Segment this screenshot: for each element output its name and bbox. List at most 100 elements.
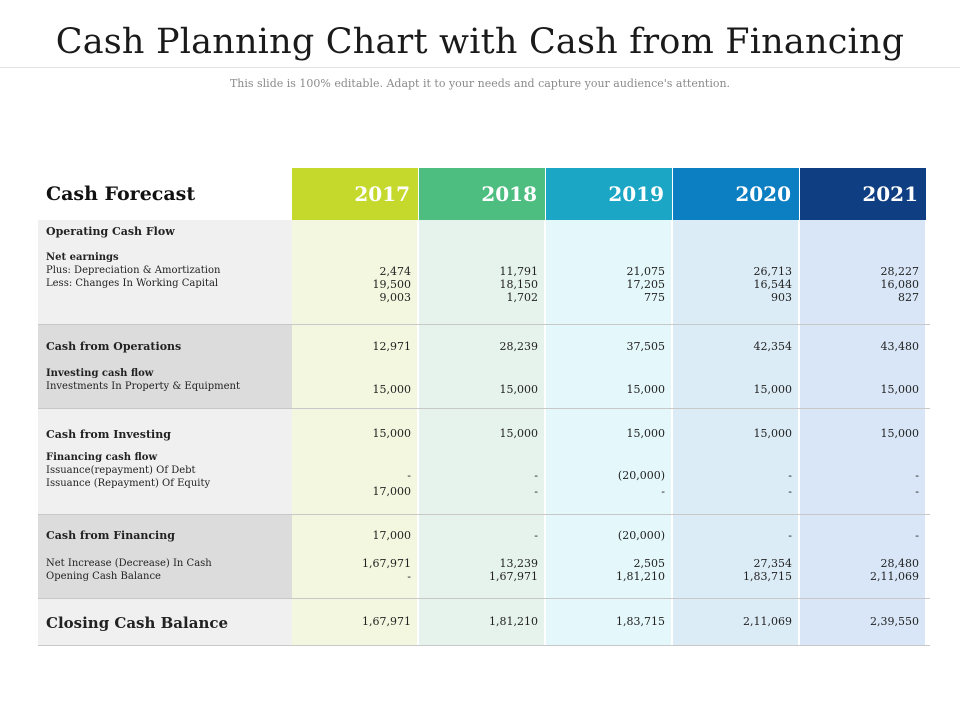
cell-investments: 15,000 bbox=[499, 383, 539, 396]
cell-cash-ops: 42,354 bbox=[753, 340, 793, 353]
cell-net-earnings: 26,713 bbox=[753, 265, 793, 278]
value-group-2021: 43,480 bbox=[800, 340, 926, 353]
label-financing-cash-flow: Financing cash flow bbox=[46, 452, 158, 463]
row-divider bbox=[38, 645, 930, 646]
value-group-2018: 1,81,210 bbox=[419, 615, 545, 628]
value-group-2017: 1,67,971- bbox=[292, 557, 418, 583]
slide-subtitle: This slide is 100% editable. Adapt it to… bbox=[229, 77, 731, 90]
column-tint-2018 bbox=[419, 220, 545, 646]
cell-net-increase: 13,239 bbox=[499, 557, 539, 570]
label-net-earnings: Net earnings bbox=[46, 252, 119, 263]
row-divider bbox=[38, 324, 930, 325]
cell-investments: 15,000 bbox=[372, 383, 412, 396]
label-bg-operations bbox=[38, 324, 292, 408]
cell-closing: 1,83,715 bbox=[616, 615, 665, 628]
cell-depreciation: 18,150 bbox=[499, 278, 539, 291]
cash-forecast-table: Cash Forecast 2017 2018 2019 2020 2021 O… bbox=[38, 168, 930, 646]
value-group-2019: 15,000 bbox=[546, 383, 672, 396]
cell-cash-financing: - bbox=[534, 529, 538, 542]
cell-cash-investing: 15,000 bbox=[372, 427, 412, 440]
value-group-2017: 15,000 bbox=[292, 427, 418, 440]
value-group-2020: 27,354 1,83,715 bbox=[673, 557, 799, 583]
cell-changes-wc: 903 bbox=[771, 291, 792, 304]
year-header-2017: 2017 bbox=[292, 168, 418, 220]
cell-cash-ops: 28,239 bbox=[499, 340, 539, 353]
value-group-2018: -- bbox=[419, 469, 545, 498]
cell-depreciation: 17,205 bbox=[626, 278, 666, 291]
cell-changes-wc: 827 bbox=[898, 291, 919, 304]
label-issuance-debt: Issuance(repayment) Of Debt bbox=[46, 465, 196, 476]
value-group-2017: 12,971 bbox=[292, 340, 418, 353]
value-group-2017: 17,000 bbox=[292, 529, 418, 542]
cell-changes-wc: 9,003 bbox=[379, 291, 412, 304]
cell-cash-ops: 43,480 bbox=[880, 340, 920, 353]
operating-labels: Operating Cash Flow Net earnings Plus: D… bbox=[38, 225, 292, 290]
cell-cash-financing: - bbox=[915, 529, 919, 542]
investing-labels: Cash from Investing Financing cash flow … bbox=[38, 428, 292, 490]
closing-labels: Closing Cash Balance bbox=[38, 614, 292, 632]
value-group-2021: 28,227 16,080 827 bbox=[800, 265, 926, 304]
value-group-2020: 42,354 bbox=[673, 340, 799, 353]
cell-cash-financing: (20,000) bbox=[617, 529, 665, 542]
cash-forecast-header: Cash Forecast bbox=[46, 183, 196, 205]
cell-changes-wc: 1,702 bbox=[506, 291, 539, 304]
label-closing-balance: Closing Cash Balance bbox=[46, 614, 229, 632]
cell-opening: 2,11,069 bbox=[870, 570, 919, 583]
label-bg-financing bbox=[38, 514, 292, 598]
row-divider bbox=[38, 598, 930, 599]
year-header-2021: 2021 bbox=[800, 168, 926, 220]
title-divider bbox=[0, 67, 960, 68]
label-net-increase: Net Increase (Decrease) In Cash bbox=[46, 558, 212, 569]
value-group-2019: 2,505 1,81,210 bbox=[546, 557, 672, 583]
label-bg-investing bbox=[38, 408, 292, 514]
value-group-2017: 1,67,971 bbox=[292, 615, 418, 628]
value-group-2021: 2,39,550 bbox=[800, 615, 926, 628]
cell-net-earnings: 28,227 bbox=[880, 265, 920, 278]
label-depreciation: Plus: Depreciation & Amortization bbox=[46, 265, 221, 276]
cell-net-increase: 27,354 bbox=[753, 557, 793, 570]
cell-net-earnings: 2,474 bbox=[379, 265, 412, 278]
cell-opening: 1,67,971 bbox=[489, 570, 538, 583]
operations-labels: Cash from Operations Investing cash flow… bbox=[38, 340, 292, 393]
label-operating-cash-flow: Operating Cash Flow bbox=[46, 225, 175, 238]
value-group-2021: -- bbox=[800, 469, 926, 498]
cell-closing: 2,39,550 bbox=[870, 615, 919, 628]
cell-debt: (20,000) bbox=[617, 469, 665, 482]
cell-investments: 15,000 bbox=[753, 383, 793, 396]
value-group-2018: 28,239 bbox=[419, 340, 545, 353]
value-group-2017: - 17,000 bbox=[292, 469, 418, 498]
value-group-2019: 15,000 bbox=[546, 427, 672, 440]
financing-labels: Cash from Financing Net Increase (Decrea… bbox=[38, 529, 292, 583]
cell-cash-ops: 12,971 bbox=[372, 340, 412, 353]
cell-debt: - bbox=[788, 469, 792, 482]
cell-cash-financing: 17,000 bbox=[372, 529, 412, 542]
value-group-2017: 2,474 19,500 9,003 bbox=[292, 265, 418, 304]
column-tint-2019 bbox=[546, 220, 672, 646]
value-group-2018: 13,239 1,67,971 bbox=[419, 557, 545, 583]
cell-equity: 17,000 bbox=[372, 485, 412, 498]
value-group-2021: 15,000 bbox=[800, 427, 926, 440]
row-divider bbox=[38, 408, 930, 409]
cell-cash-financing: - bbox=[788, 529, 792, 542]
value-group-2020: 26,713 16,544 903 bbox=[673, 265, 799, 304]
label-bg-operating bbox=[38, 220, 292, 324]
cell-equity: - bbox=[915, 485, 919, 498]
value-group-2020: - bbox=[673, 529, 799, 542]
cell-cash-investing: 15,000 bbox=[880, 427, 920, 440]
cell-equity: - bbox=[661, 485, 665, 498]
column-tint-2021 bbox=[800, 220, 926, 646]
label-issuance-equity: Issuance (Repayment) Of Equity bbox=[46, 478, 211, 489]
cell-changes-wc: 775 bbox=[644, 291, 665, 304]
value-group-2018: - bbox=[419, 529, 545, 542]
value-group-2019: 1,83,715 bbox=[546, 615, 672, 628]
label-cash-from-operations: Cash from Operations bbox=[46, 340, 182, 353]
value-group-2019: 21,075 17,205 775 bbox=[546, 265, 672, 304]
cell-cash-investing: 15,000 bbox=[626, 427, 666, 440]
label-investments-property: Investments In Property & Equipment bbox=[46, 381, 241, 392]
cell-opening: 1,83,715 bbox=[743, 570, 792, 583]
label-investing-cash-flow: Investing cash flow bbox=[46, 368, 154, 379]
cell-closing: 1,67,971 bbox=[362, 615, 411, 628]
cell-opening: - bbox=[407, 570, 411, 583]
value-group-2020: 15,000 bbox=[673, 383, 799, 396]
cell-debt: - bbox=[915, 469, 919, 482]
